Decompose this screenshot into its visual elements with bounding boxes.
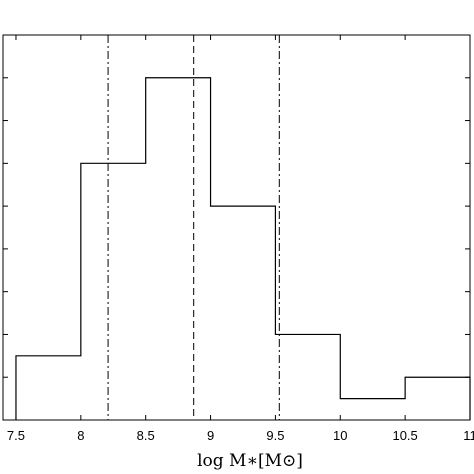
x-axis-label: log M∗[M⊙]	[197, 451, 303, 471]
y-ticks	[3, 77, 470, 378]
reference-lines	[107, 35, 280, 420]
x-tick-label: 10.5	[392, 428, 417, 443]
plot-frame	[2, 34, 471, 421]
x-ticks	[15, 35, 471, 420]
x-tick-label: 7.5	[7, 428, 25, 443]
x-tick-label: 11	[463, 428, 474, 443]
x-tick-label: 8.5	[137, 428, 155, 443]
x-tick-label: 9.5	[266, 428, 284, 443]
x-tick-labels: 7.5 8 8.5 9 9.5 10 10.5 11	[7, 428, 474, 443]
x-tick-label: 9	[207, 428, 214, 443]
x-tick-label: 10	[333, 428, 347, 443]
x-tick-label: 8	[77, 428, 84, 443]
histogram-outline	[15, 77, 471, 420]
